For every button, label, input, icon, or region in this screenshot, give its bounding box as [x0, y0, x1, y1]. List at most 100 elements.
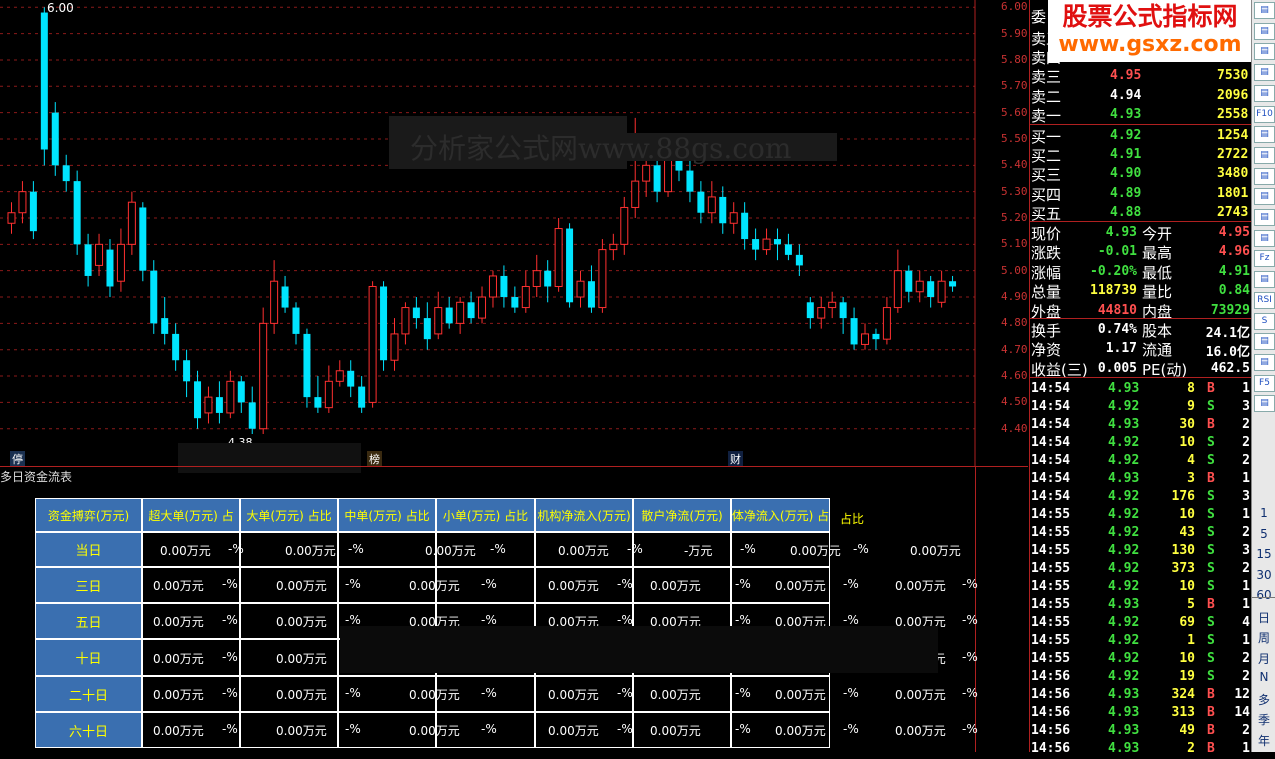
sync-icon[interactable]: S [1254, 312, 1275, 330]
table-row-label[interactable]: 三日 [35, 567, 142, 603]
tick-row[interactable]: 14:56 4.93 324 B 12 [1030, 687, 1252, 705]
table-row-label[interactable]: 当日 [35, 532, 142, 567]
move-icon[interactable]: ▤ [1254, 333, 1275, 351]
tick-row[interactable]: 14:55 4.93 5 B 1 [1030, 597, 1252, 615]
period-多[interactable]: 多 [1257, 692, 1270, 707]
tick-row[interactable]: 14:55 4.92 10 S 1 [1030, 579, 1252, 597]
tick-row[interactable]: 14:55 4.92 10 S 2 [1030, 651, 1252, 669]
site-banner[interactable]: 股票公式指标网 www.gsxz.com [1048, 0, 1252, 62]
marker-rank[interactable]: 榜 [367, 451, 382, 467]
table-row-label[interactable]: 二十日 [35, 676, 142, 712]
candle [893, 249, 902, 313]
period-15[interactable]: 15 [1256, 547, 1272, 561]
toolbar-divider [1252, 597, 1275, 598]
period-5[interactable]: 5 [1260, 526, 1268, 541]
table-cell-value: 0.00万元 [895, 615, 946, 629]
marker-stop[interactable]: 停 [10, 451, 25, 467]
list-icon[interactable]: ▤ [1254, 2, 1275, 19]
period-年[interactable]: 年 [1257, 733, 1270, 748]
table-cell-value: 0.00万元 [285, 543, 336, 558]
table-row-label[interactable]: 五日 [35, 603, 142, 639]
table-header-cell[interactable]: 资金搏弈(万元) [35, 498, 142, 532]
tick-row[interactable]: 14:54 4.93 8 B 1 [1030, 381, 1252, 399]
line-chart-icon[interactable]: ▤ [1254, 43, 1275, 61]
tick-row[interactable]: 14:56 4.93 2 B 1 [1030, 741, 1252, 759]
grid-icon[interactable]: ▤ [1254, 22, 1275, 40]
arrows-icon[interactable]: ▤ [1254, 395, 1275, 413]
table-header-cell[interactable]: 大单(万元) 占比 [240, 498, 338, 532]
period-1[interactable]: 1 [1260, 506, 1268, 520]
table-cell-value: 0.00万元 [650, 688, 701, 702]
table-header-cell[interactable]: 超大单(万元) 占 [142, 498, 240, 532]
zoom-icon[interactable]: ▤ [1254, 353, 1275, 371]
candle [752, 228, 760, 261]
tick-row[interactable]: 14:54 4.92 176 S 3 [1030, 489, 1252, 507]
compare-icon[interactable]: ▤ [1254, 167, 1275, 185]
candle [500, 265, 508, 308]
period-季[interactable]: 季 [1257, 713, 1270, 727]
marker-finance[interactable]: 财 [728, 451, 743, 467]
period-30[interactable]: 30 [1256, 567, 1272, 582]
period-60[interactable]: 60 [1256, 588, 1272, 602]
tick-row[interactable]: 14:55 4.92 1 S 1 [1030, 633, 1252, 651]
tick-row[interactable]: 14:55 4.92 130 S 3 [1030, 543, 1252, 561]
period-周[interactable]: 周 [1257, 631, 1270, 645]
candle [335, 360, 344, 387]
candle [7, 202, 16, 234]
table-row-label[interactable]: 六十日 [35, 712, 142, 748]
table-icon[interactable]: ▤ [1254, 229, 1275, 247]
table-header-cell[interactable]: 机构净流入(万元) [535, 498, 633, 532]
doc-icon[interactable]: ▤ [1254, 146, 1275, 164]
table-row-label[interactable]: 十日 [35, 639, 142, 676]
period-日[interactable]: 日 [1257, 610, 1270, 625]
alert-icon[interactable]: ▤ [1254, 271, 1275, 289]
period-N[interactable]: N [1259, 670, 1269, 684]
candle-icon[interactable]: ▤ [1254, 84, 1275, 102]
kline-chart[interactable]: 6.00 4.38 6.005.905.805.705.605.505.405.… [0, 0, 1028, 473]
candle [587, 265, 595, 313]
buy-level-price[interactable]: 4.92 [1110, 128, 1142, 143]
candle [566, 223, 574, 308]
table-header-cell[interactable]: 散户净流(万元) [633, 498, 731, 532]
tick-row[interactable]: 14:54 4.93 3 B 1 [1030, 471, 1252, 489]
candle-body [215, 397, 223, 413]
tick-row[interactable]: 14:56 4.92 19 S 2 [1030, 669, 1252, 687]
tick-row[interactable]: 14:55 4.92 69 S 4 [1030, 615, 1252, 633]
candle-body [653, 165, 661, 192]
sell-level-price[interactable]: 4.93 [1110, 107, 1142, 122]
multi-icon[interactable]: ▤ [1254, 209, 1275, 226]
buy-level-price[interactable]: 4.89 [1110, 185, 1142, 201]
tick-row[interactable]: 14:54 4.93 30 B 2 [1030, 417, 1252, 435]
table-header-cell[interactable]: 中单(万元) 占比 [338, 498, 436, 532]
peak-price-label: 6.00 [47, 1, 74, 15]
tick-row[interactable]: 14:54 4.92 4 S 2 [1030, 453, 1252, 471]
f10-icon[interactable]: F10 [1254, 105, 1275, 123]
candle-body [839, 302, 847, 319]
tick-row[interactable]: 14:54 4.92 10 S 2 [1030, 435, 1252, 453]
kline-svg[interactable] [0, 0, 1028, 468]
calc-icon[interactable]: Fz [1254, 250, 1275, 268]
f5-icon[interactable]: F5 [1254, 374, 1275, 392]
tick-row[interactable]: 14:56 4.93 49 B 2 [1030, 723, 1252, 741]
news-icon[interactable]: ▤ [1254, 126, 1275, 144]
fund-icon[interactable]: ▤ [1254, 188, 1275, 206]
buy-level-price[interactable]: 4.90 [1110, 166, 1142, 182]
period-月[interactable]: 月 [1257, 651, 1270, 666]
sell-level-price[interactable]: 4.94 [1110, 87, 1142, 103]
tick-row[interactable]: 14:54 4.92 9 S 3 [1030, 399, 1252, 417]
bar-chart-icon[interactable]: ▤ [1254, 64, 1275, 82]
tick-row[interactable]: 14:55 4.92 373 S 2 [1030, 561, 1252, 579]
price-tick-label: 5.60 [1001, 105, 1028, 119]
buy-level-price[interactable]: 4.88 [1110, 204, 1142, 220]
candle-body [116, 243, 125, 282]
table-cell-value: 0.00万元 [153, 615, 204, 629]
candle-body [73, 181, 81, 245]
rsi-icon[interactable]: RSI [1254, 291, 1275, 309]
tick-row[interactable]: 14:55 4.92 10 S 1 [1030, 507, 1252, 525]
sell-level-price[interactable]: 4.95 [1110, 68, 1142, 83]
buy-level-price[interactable]: 4.91 [1110, 147, 1142, 163]
tick-row[interactable]: 14:55 4.92 43 S 2 [1030, 525, 1252, 543]
table-header-cell[interactable]: 整体净流入(万元) 占比 [731, 498, 830, 532]
table-header-cell[interactable]: 小单(万元) 占比 [436, 498, 535, 532]
tick-row[interactable]: 14:56 4.93 313 B 14 [1030, 705, 1252, 723]
